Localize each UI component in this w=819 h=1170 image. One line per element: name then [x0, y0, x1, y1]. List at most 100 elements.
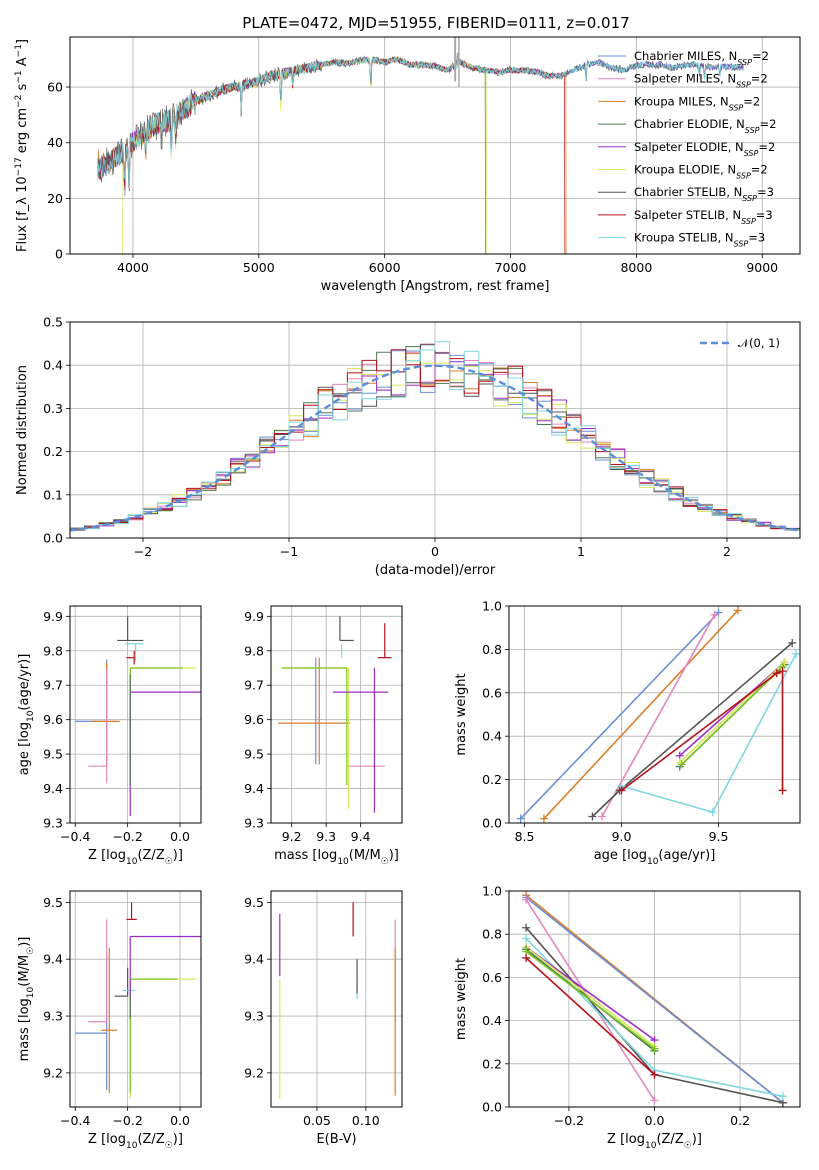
legend-label: Salpeter ELODIE, NSSP=2 — [634, 140, 775, 158]
y-tick-label: 0.0 — [482, 816, 502, 831]
series-marker — [617, 786, 626, 795]
plot-area — [277, 616, 392, 813]
y-tick-label: 0.2 — [482, 1056, 502, 1071]
y-tick-label: 0.8 — [482, 927, 502, 942]
y-tick-label: 0.5 — [43, 315, 63, 330]
y-tick-label: 9.3 — [43, 1009, 63, 1024]
y-tick-label: 0.3 — [43, 401, 63, 416]
series-chabrier-stelib — [588, 638, 797, 821]
plot-area — [75, 616, 201, 817]
y-tick-label: 9.5 — [244, 747, 264, 762]
legend-label: Kroupa STELIB, NSSP=3 — [634, 231, 765, 249]
y-tick-label: 9.5 — [43, 747, 63, 762]
panel-age_vs_mass: 9.2 9.3 9.4 9.3 9.4 9.5 9.6 9.7 9.8 9.9 mass [log1… — [244, 605, 403, 867]
series-marker — [522, 923, 531, 932]
plot-area — [97, 37, 744, 254]
axes-frame — [69, 321, 801, 539]
x-axis-label: Z [log10(Z/Z☉)] — [607, 1132, 702, 1151]
series-marker — [708, 808, 717, 817]
spectrum-line-kroupa-miles — [97, 52, 567, 254]
y-tick-label: 9.4 — [43, 781, 63, 796]
x-tick-label: 9000 — [746, 260, 778, 275]
y-tick-label: 0.8 — [482, 642, 502, 657]
errorbar-kroupa-miles — [277, 657, 351, 765]
y-tick-label: 0.4 — [43, 358, 63, 373]
series-line — [520, 611, 720, 820]
x-tick-label: 2 — [723, 544, 731, 559]
series-marker — [778, 786, 787, 795]
legend-label: Chabrier ELODIE, NSSP=2 — [634, 117, 776, 135]
errorbar-chabrier-stelib — [339, 616, 354, 642]
panel-massweight_vs_Z: −0.2 0.0 0.2 0.0 0.2 0.4 0.6 0.8 1.0 Z [log10(Z/Z… — [454, 884, 801, 1151]
series-salpeter-stelib — [522, 953, 659, 1079]
x-tick-label: −0.4 — [60, 1113, 90, 1128]
x-tick-label: 9.0 — [612, 829, 632, 844]
x-axis-label: wavelength [Angstrom, rest frame] — [321, 279, 550, 294]
errorbar-extra_green — [129, 667, 183, 779]
panel-age_vs_Z: −0.4 −0.2 0.0 9.3 9.4 9.5 9.6 9.7 9.8 9.9 Z [log10… — [17, 605, 202, 867]
x-tick-label: 9.3 — [316, 829, 336, 844]
y-tick-label: 9.9 — [43, 609, 63, 624]
x-tick-label: 8000 — [620, 260, 652, 275]
errorbar-kroupa-elodie — [129, 667, 196, 810]
series-salpeter-miles — [598, 610, 719, 821]
series-marker — [733, 606, 742, 615]
y-tick-label: 9.4 — [244, 952, 264, 967]
errorbar-salpeter-elodie — [129, 935, 201, 999]
normal-curve — [70, 364, 800, 532]
legend-label: Kroupa MILES, NSSP=2 — [634, 94, 760, 112]
plot-area — [75, 902, 201, 1099]
y-tick-label: 0.0 — [43, 531, 63, 546]
errorbar-salpeter-stelib — [126, 902, 137, 921]
x-tick-label: 0.2 — [730, 1113, 750, 1128]
normal-legend-label: 𝒩(0, 1) — [738, 336, 780, 350]
series-marker — [792, 649, 800, 658]
series-marker — [650, 1070, 659, 1079]
series-kroupa-elodie — [675, 658, 789, 767]
y-axis-label: mass [log10(M/M☉)] — [17, 937, 36, 1062]
series-marker — [522, 934, 531, 943]
series-marker — [539, 814, 548, 823]
x-tick-label: −0.2 — [112, 829, 142, 844]
x-tick-label: −0.4 — [60, 829, 90, 844]
axes-frame — [270, 890, 403, 1108]
y-tick-label: 9.3 — [244, 1009, 264, 1024]
y-axis-label: Normed distribution — [15, 365, 30, 495]
plot-area — [70, 341, 800, 533]
series-line — [679, 661, 786, 763]
series-marker — [788, 638, 797, 647]
series-marker — [778, 667, 787, 676]
y-axis-label: mass weight — [454, 673, 469, 755]
errorbar-kroupa-miles — [101, 947, 118, 1093]
y-tick-label: 1.0 — [482, 599, 502, 614]
series-extra_green — [522, 947, 659, 1053]
y-tick-label: 9.5 — [43, 895, 63, 910]
series-line — [621, 669, 784, 792]
x-tick-label: 9.2 — [282, 829, 302, 844]
x-axis-label: age [log10(age/yr)] — [594, 848, 716, 867]
spectrum-line-chabrier-elodie — [97, 52, 486, 254]
series-kroupa-stelib — [617, 649, 800, 817]
x-tick-label: −2 — [134, 544, 152, 559]
x-tick-label: −0.2 — [112, 1113, 142, 1128]
y-tick-label: 9.2 — [43, 1065, 63, 1080]
y-tick-label: 9.3 — [43, 816, 63, 831]
errorbar-chabrier-stelib — [114, 967, 129, 997]
axes-frame — [508, 890, 801, 1108]
errorbar-chabrier-miles — [75, 659, 108, 765]
panel-mass_vs_EBV: 0.05 0.10 9.2 9.3 9.4 9.5 E(B-V) — [244, 890, 403, 1147]
x-tick-label: 0.0 — [645, 1113, 665, 1128]
y-tick-label: 1.0 — [482, 884, 502, 899]
y-tick-label: 0.2 — [43, 444, 63, 459]
errorbar-extra_green — [129, 978, 178, 1093]
series-line — [525, 946, 655, 1041]
panel-residual_hist: −2 −1 0 1 2 0.0 0.1 0.2 0.3 0.4 0.5 (data-model)/er… — [15, 315, 801, 578]
series-salpeter-stelib — [617, 667, 787, 795]
series-salpeter-elodie — [522, 943, 659, 1045]
x-tick-label: 5000 — [243, 260, 275, 275]
plot-area — [516, 606, 800, 823]
y-tick-label: 9.4 — [43, 952, 63, 967]
series-marker — [516, 814, 525, 823]
panel-mass_vs_Z: −0.4 −0.2 0.0 9.2 9.3 9.4 9.5 Z [log10(Z/Z☉)] ma… — [17, 890, 202, 1151]
errorbar-salpeter-miles — [88, 919, 108, 1023]
